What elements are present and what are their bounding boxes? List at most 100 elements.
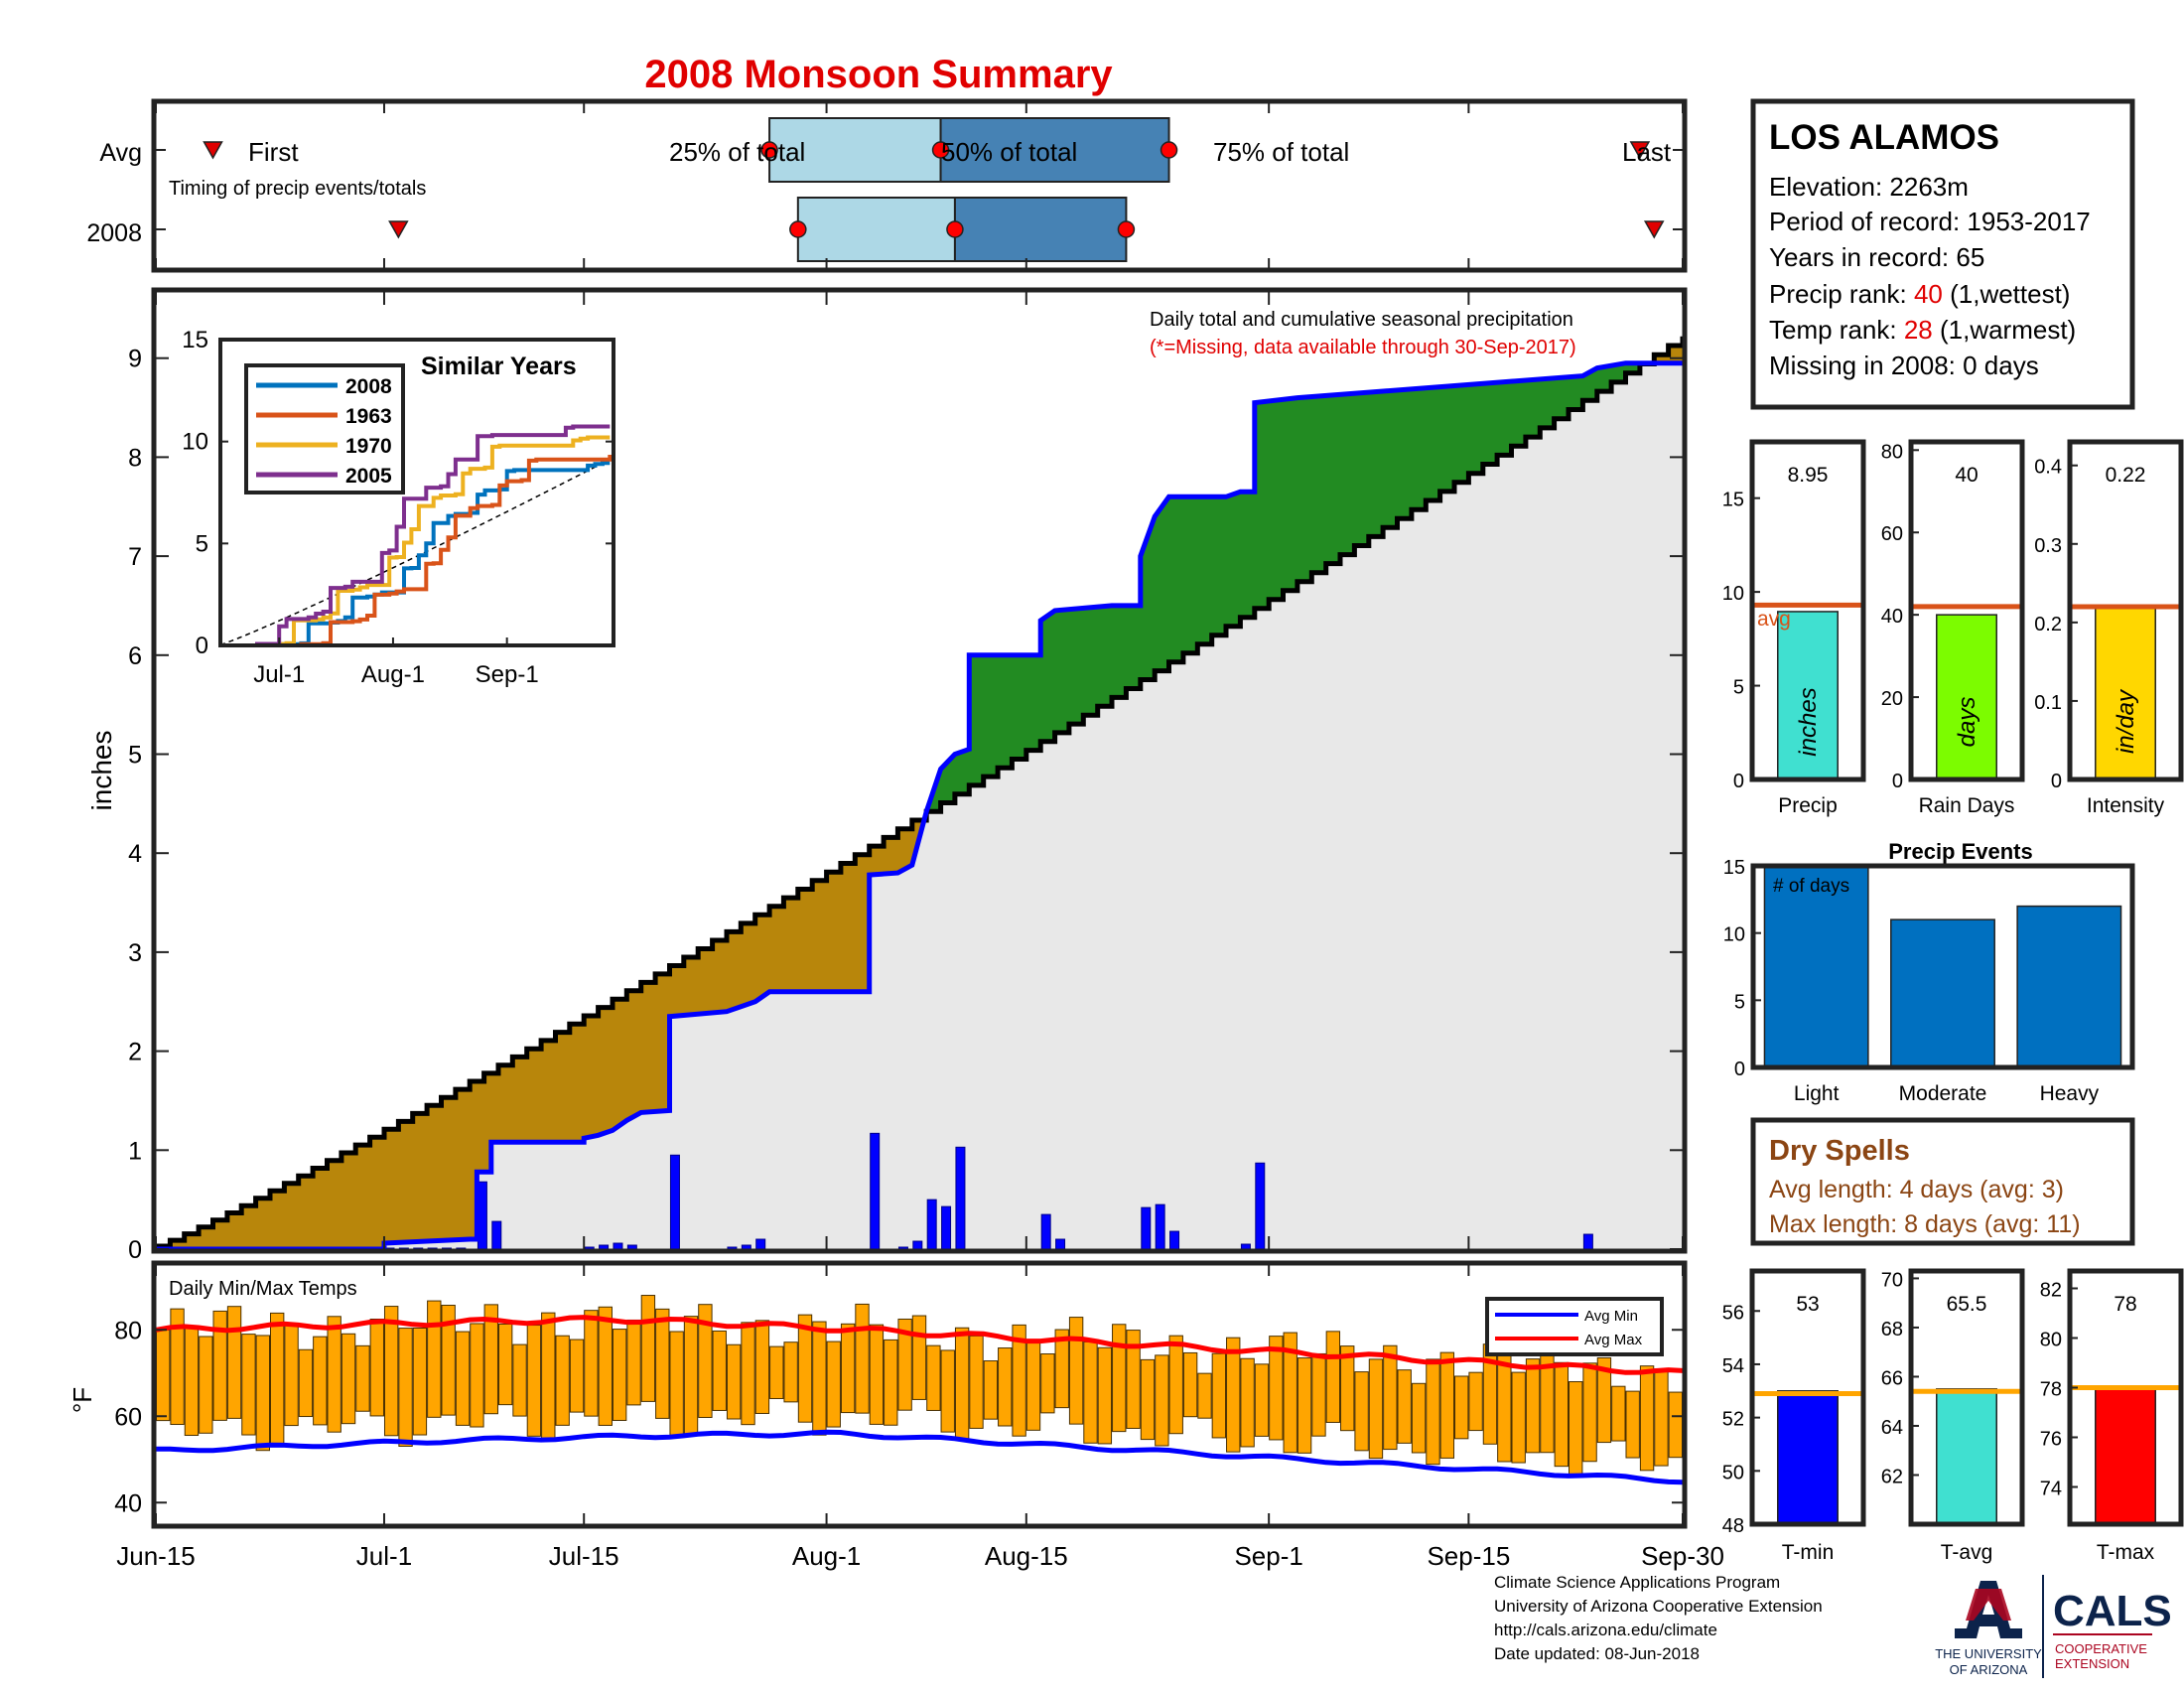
daily-temp-bar — [1283, 1332, 1297, 1454]
events-ytick-label: 15 — [1723, 857, 1745, 879]
stat-panel-frame — [1908, 1268, 2025, 1527]
daily-temp-bar — [640, 1295, 656, 1402]
daily-precip-bar — [741, 1244, 751, 1250]
main-ytick-label: 4 — [128, 840, 142, 868]
stat-ytick-label: 15 — [1722, 490, 1744, 511]
daily-temp-bar — [1182, 1351, 1198, 1418]
daily-temp-bar — [1554, 1361, 1570, 1468]
daily-temp-bar — [655, 1308, 670, 1419]
daily-precip-bar — [1255, 1162, 1266, 1250]
station-info-box: LOS ALAMOS Elevation: 2263m Period of re… — [1750, 98, 2135, 410]
inset-ytick-label: 10 — [182, 429, 208, 456]
events-title: Precip Events — [1888, 839, 2033, 864]
cals-logo: CALS COOPERATIVE EXTENSION — [2053, 1587, 2172, 1671]
stat-panel-frame — [1749, 1268, 1866, 1527]
stat-ytick-label: 52 — [1722, 1409, 1744, 1431]
daily-temp-bar — [1596, 1357, 1612, 1444]
daily-temp-bar — [584, 1310, 599, 1417]
daily-temp-bar — [926, 1344, 941, 1411]
main-ytick-label: 0 — [128, 1236, 142, 1264]
daily-temp-bar — [341, 1333, 356, 1425]
p25-label: 25% of total — [669, 137, 805, 167]
stat-category-label: T-avg — [1941, 1541, 1993, 1564]
stat-category-label: T-max — [2097, 1541, 2155, 1564]
stat-value-label: 53 — [1796, 1293, 1819, 1316]
cals-line1: COOPERATIVE — [2055, 1641, 2147, 1656]
percentile-marker — [1160, 141, 1178, 159]
stat-avg-label: avg — [1757, 608, 1791, 631]
cals-line2: EXTENSION — [2055, 1656, 2129, 1671]
first-last-marker-icon — [203, 141, 223, 160]
stat-bar — [1936, 1388, 1997, 1525]
footer-line-updated: Date updated: 08-Jun-2018 — [1494, 1644, 1700, 1663]
dry-spells-box: Dry Spells Avg length: 4 days (avg: 3) M… — [1750, 1117, 2135, 1246]
date-tick-label: Sep-15 — [1427, 1541, 1510, 1571]
event-bar — [1763, 865, 1869, 1068]
inset-legend-label: 2005 — [345, 465, 392, 488]
daily-temp-bar — [298, 1348, 314, 1418]
daily-precip-bar — [912, 1240, 923, 1250]
stat-bar — [1777, 1390, 1839, 1525]
daily-temp-bar — [1639, 1365, 1655, 1472]
stat-panel-frame — [2067, 1268, 2184, 1527]
stat-ytick-label: 60 — [1881, 523, 1903, 545]
stat-ytick-label: 0.3 — [2034, 535, 2062, 557]
timing-row-year: 2008 — [86, 219, 142, 247]
main-ytick-label: 1 — [128, 1137, 142, 1165]
daily-precip-bar — [1141, 1206, 1152, 1250]
daily-temp-bar — [313, 1336, 328, 1426]
stat-value-label: 8.95 — [1788, 464, 1829, 487]
daily-temp-bar — [212, 1310, 227, 1421]
daily-temp-bar — [1155, 1354, 1169, 1447]
block-a-icon — [1955, 1581, 2022, 1638]
event-bar — [2016, 905, 2122, 1068]
date-tick-label: Sep-30 — [1641, 1541, 1724, 1571]
stat-ytick-label: 80 — [1881, 441, 1903, 463]
daily-temp-bar — [1126, 1330, 1141, 1429]
avg-max-line — [155, 1315, 1684, 1375]
event-category-label: Light — [1794, 1082, 1840, 1105]
stat-value-label: 78 — [2114, 1293, 2136, 1316]
daily-precip-bar — [669, 1154, 680, 1250]
timing-subtitle: Timing of precip events/totals — [169, 178, 426, 200]
similar-years-inset: 0 5 10 15 Jul-1 Aug-1 Sep-1 Similar Years 2008… — [182, 327, 615, 688]
dry-spells-max: Max length: 8 days (avg: 11) — [1769, 1210, 2081, 1238]
main-chart-frame — [151, 287, 1688, 1254]
stat-panel-frame — [1908, 439, 2025, 782]
station-elevation: Elevation: 2263m — [1769, 172, 1969, 202]
percentile-marker — [760, 141, 778, 159]
stat-ytick-label: 48 — [1722, 1515, 1744, 1537]
daily-precip-bar — [755, 1238, 766, 1250]
daily-temp-bar — [998, 1347, 1013, 1427]
daily-temp-bar — [1525, 1358, 1541, 1454]
station-years: Years in record: 65 — [1769, 242, 1984, 272]
event-category-label: Heavy — [2040, 1082, 2100, 1105]
daily-precip-bar — [1155, 1203, 1165, 1250]
timing-panel: Avg 2008 Timing of precip events/totals … — [86, 98, 1688, 273]
daily-temp-bar — [1040, 1352, 1055, 1414]
dry-spells-frame — [1750, 1117, 2135, 1246]
daily-temp-bar — [398, 1328, 413, 1448]
daily-temp-bar — [355, 1344, 370, 1412]
precip-rank: Precip rank: 40 (1,wettest) — [1769, 279, 2070, 309]
dry-spells-avg: Avg length: 4 days (avg: 3) — [1769, 1176, 2064, 1203]
daily-temp-bar — [1112, 1324, 1127, 1433]
stat-ytick-label: 56 — [1722, 1302, 1744, 1324]
stat-ytick-label: 76 — [2040, 1429, 2062, 1451]
temp-ytick-label: 80 — [114, 1317, 142, 1344]
daily-temp-bar — [940, 1349, 955, 1433]
inset-legend: 2008 1963 1970 2005 — [244, 363, 405, 494]
inset-xtick-label: Jul-1 — [253, 661, 305, 688]
percentile-marker — [789, 220, 807, 238]
daily-precip-bar — [491, 1220, 502, 1250]
daily-temp-bar — [1569, 1381, 1583, 1475]
cumulative-precip-line — [156, 360, 1683, 1252]
ua-logo-line1: THE UNIVERSITY — [1935, 1646, 2042, 1661]
daily-temp-bar — [954, 1327, 970, 1441]
stat-ytick-label: 0.1 — [2034, 692, 2062, 714]
temp-chart-title: Daily Min/Max Temps — [169, 1278, 357, 1300]
date-tick-label: Aug-1 — [792, 1541, 861, 1571]
date-tick-label: Jul-1 — [356, 1541, 412, 1571]
stat-value-label: 40 — [1955, 464, 1978, 487]
daily-temp-bar — [969, 1335, 984, 1429]
